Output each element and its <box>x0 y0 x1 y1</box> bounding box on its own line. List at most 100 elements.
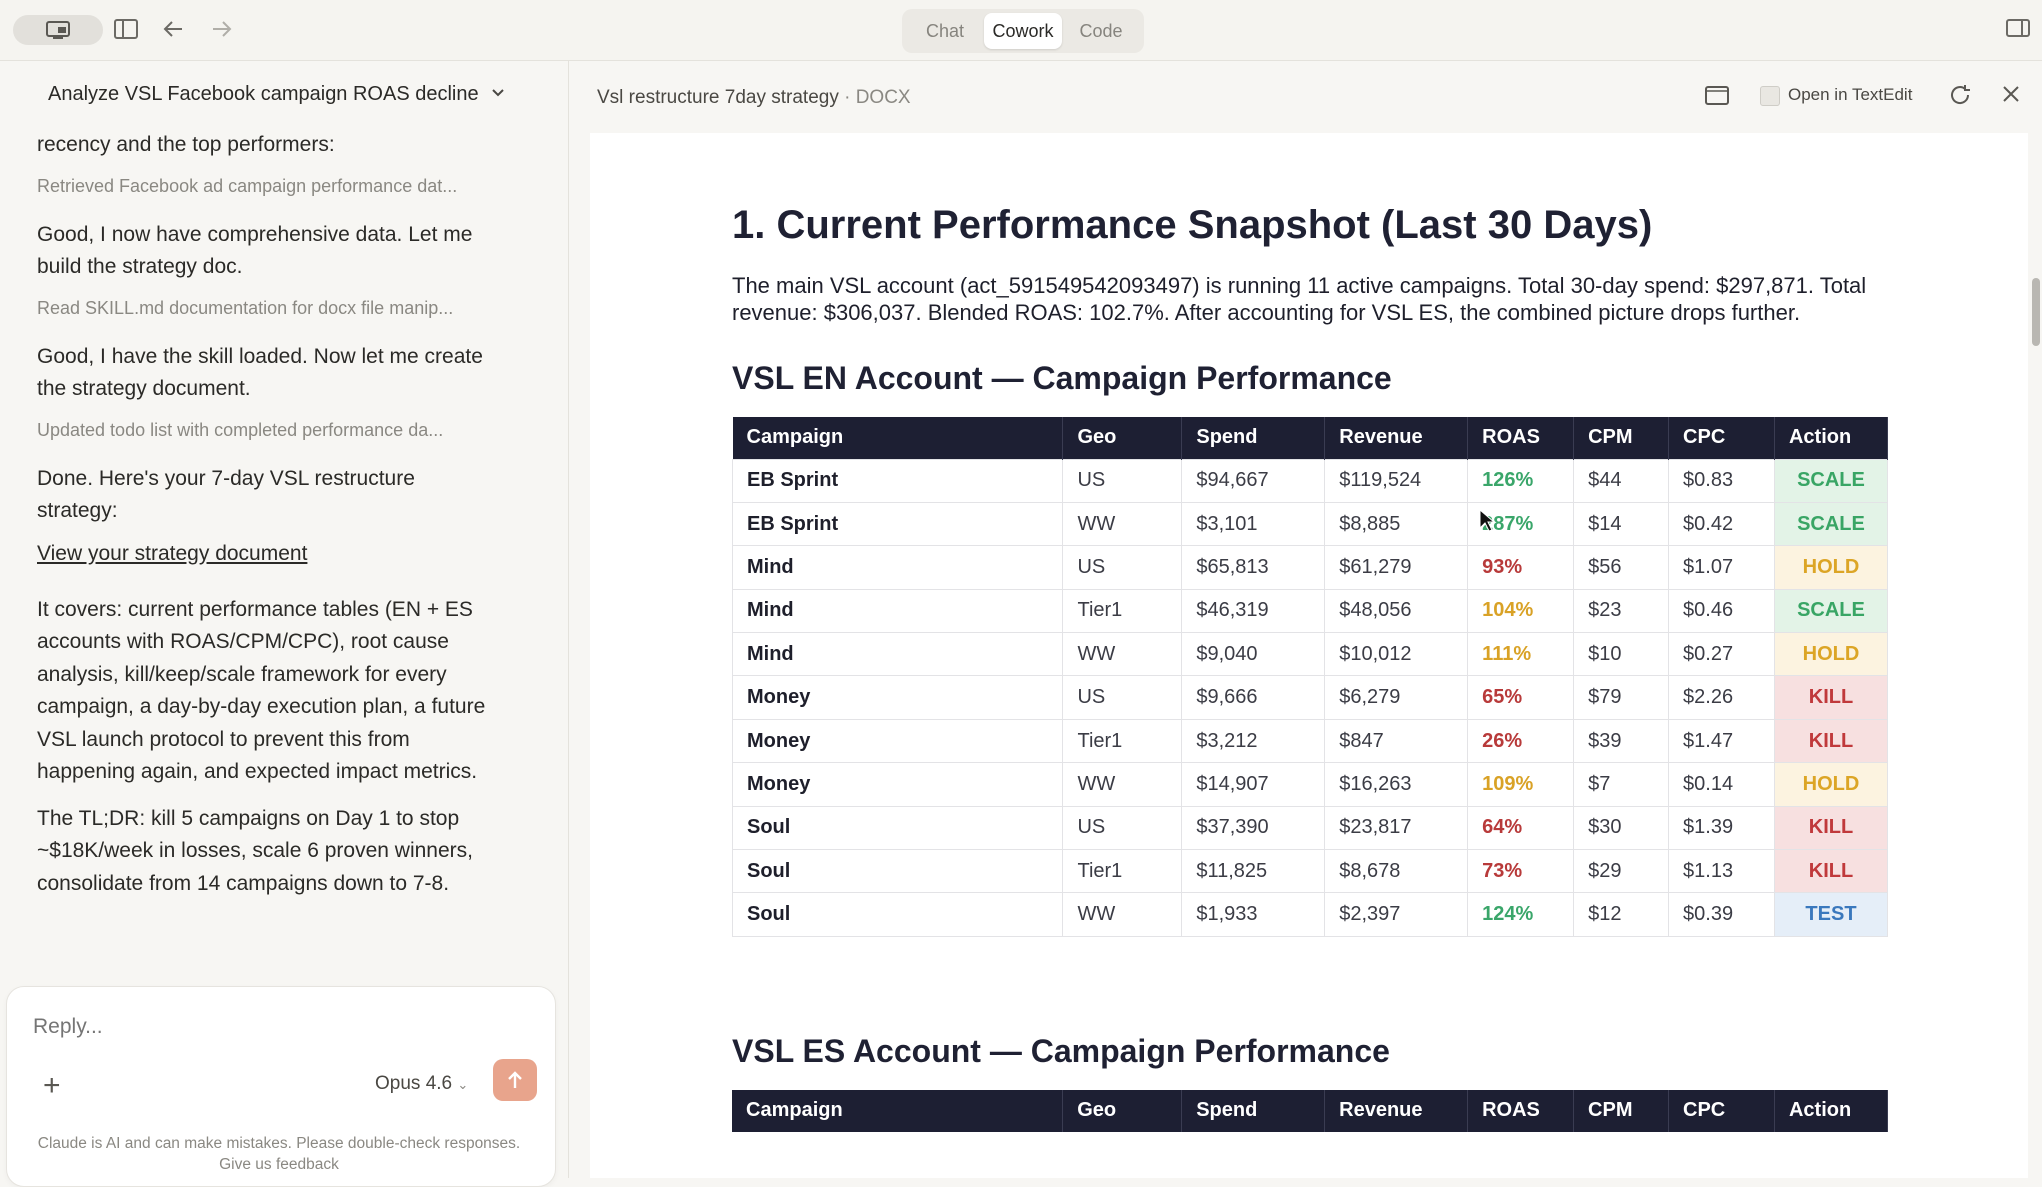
cell-cpm: $30 <box>1573 805 1670 851</box>
cell-geo: WW <box>1062 892 1183 937</box>
cell-revenue: $23,817 <box>1324 805 1469 851</box>
forward-arrow-icon[interactable] <box>209 18 235 44</box>
cell-cpm: $44 <box>1573 458 1670 503</box>
cell-roas: 64% <box>1467 805 1575 851</box>
col-header: Spend <box>1181 417 1326 459</box>
cell-campaign: Mind <box>731 588 1064 634</box>
cell-geo: US <box>1062 545 1183 590</box>
assistant-message: Good, I now have comprehensive data. Let… <box>37 222 473 279</box>
cell-spend: $3,212 <box>1181 718 1326 764</box>
cell-cpc: $1.47 <box>1668 718 1775 764</box>
table-header-row: Campaign Geo Spend Revenue ROAS CPM CPC … <box>732 417 1889 459</box>
col-header: CPC <box>1668 417 1775 459</box>
cell-geo: US <box>1062 458 1183 503</box>
table-row: Mind Tier1 $46,319 $48,056 104% $23 $0.46 SCALE <box>731 588 1889 634</box>
cell-action: SCALE <box>1773 588 1889 634</box>
cell-roas: 26% <box>1467 718 1575 764</box>
cell-roas: 124% <box>1467 892 1575 937</box>
chevron-down-icon[interactable] <box>490 85 506 101</box>
document-viewer[interactable]: 1. Current Performance Snapshot (Last 30… <box>590 133 2028 1178</box>
refresh-icon[interactable] <box>1947 82 1973 113</box>
cell-campaign: Money <box>731 718 1064 764</box>
cell-geo: Tier1 <box>1062 588 1183 634</box>
col-header: Campaign <box>732 1089 1064 1132</box>
tool-call-label: Updated todo list with completed perform… <box>37 419 444 440</box>
cell-geo: WW <box>1062 501 1183 547</box>
cell-action: HOLD <box>1773 632 1889 677</box>
panel-right-icon[interactable] <box>2006 18 2032 44</box>
col-header: CPM <box>1573 417 1670 459</box>
cell-cpm: $23 <box>1573 588 1670 634</box>
cell-revenue: $61,279 <box>1324 545 1469 590</box>
es-campaign-table: Campaign Geo Spend Revenue ROAS CPM CPC … <box>732 1089 1889 1132</box>
cell-campaign: Soul <box>731 805 1064 851</box>
conversation-title[interactable]: Analyze VSL Facebook campaign ROAS decli… <box>48 83 479 105</box>
col-header: ROAS <box>1467 417 1575 459</box>
plus-icon[interactable]: + <box>43 1069 61 1102</box>
cell-action: KILL <box>1773 675 1889 720</box>
cell-revenue: $48,056 <box>1324 588 1469 634</box>
en-campaign-table: Campaign Geo Spend Revenue ROAS CPM CPC … <box>731 417 1889 937</box>
cell-spend: $1,933 <box>1181 892 1326 937</box>
cell-revenue: $10,012 <box>1324 632 1469 677</box>
cell-campaign: Money <box>731 675 1064 720</box>
intro-paragraph: The main VSL account (act_59154954209349… <box>732 273 1867 325</box>
cell-cpc: $1.07 <box>1668 545 1775 590</box>
model-name: Opus 4.6 <box>375 1073 453 1094</box>
cell-action: TEST <box>1773 892 1889 937</box>
cell-action: HOLD <box>1773 545 1889 590</box>
cell-cpc: $0.27 <box>1668 632 1775 677</box>
col-header: Revenue <box>1324 417 1469 459</box>
table-row: Soul US $37,390 $23,817 64% $30 $1.39 KILL <box>731 805 1889 851</box>
tool-call-summary[interactable]: Read SKILL.md documentation for docx fil… <box>37 298 497 319</box>
strategy-document-link[interactable]: View your strategy document <box>37 541 308 565</box>
col-header: ROAS <box>1467 1089 1575 1132</box>
cell-geo: Tier1 <box>1062 849 1183 894</box>
document-scrollbar[interactable] <box>2032 278 2040 346</box>
send-button[interactable] <box>493 1059 537 1101</box>
back-arrow-icon[interactable] <box>162 18 188 44</box>
reply-composer: + Opus 4.6 ⌄ <box>6 986 556 1187</box>
tool-call-summary[interactable]: Updated todo list with completed perform… <box>37 420 497 441</box>
cell-cpm: $14 <box>1573 501 1670 547</box>
cell-spend: $37,390 <box>1181 805 1326 851</box>
model-selector[interactable]: Opus 4.6 ⌄ <box>375 1073 468 1095</box>
tool-call-label: Read SKILL.md documentation for docx fil… <box>37 297 454 318</box>
cell-roas: 73% <box>1467 849 1575 894</box>
cell-roas: 104% <box>1467 588 1575 634</box>
disclaimer-text: Claude is AI and can make mistakes. Plea… <box>37 1135 521 1152</box>
document-content: 1. Current Performance Snapshot (Last 30… <box>731 203 1892 1132</box>
table-header-row: Campaign Geo Spend Revenue ROAS CPM CPC … <box>732 1089 1889 1132</box>
col-header: Spend <box>1181 1089 1326 1132</box>
cell-cpc: $1.13 <box>1668 849 1775 894</box>
sidebar-toggle-icon[interactable] <box>113 18 139 44</box>
table-heading-es: VSL ES Account — Campaign Performance <box>732 1032 1390 1069</box>
cell-campaign: EB Sprint <box>731 501 1064 547</box>
col-header: Geo <box>1062 417 1183 459</box>
cell-campaign: Soul <box>731 892 1064 937</box>
cell-cpm: $7 <box>1573 762 1670 807</box>
cell-cpc: $0.39 <box>1668 892 1775 937</box>
tool-call-summary[interactable]: Retrieved Facebook ad campaign performan… <box>37 176 497 197</box>
col-header: Campaign <box>732 417 1064 459</box>
open-in-textedit-button[interactable]: Open in TextEdit <box>1760 85 1912 106</box>
cell-campaign: Mind <box>731 545 1064 590</box>
tab-chat[interactable]: Chat <box>925 20 965 41</box>
cell-spend: $9,666 <box>1181 675 1326 720</box>
preview-icon[interactable] <box>1704 83 1730 112</box>
document-type: · DOCX <box>844 87 911 108</box>
close-icon[interactable] <box>2000 83 2022 110</box>
reply-input[interactable] <box>33 1015 513 1039</box>
cell-revenue: $8,885 <box>1324 501 1469 547</box>
tab-code[interactable]: Code <box>1079 20 1123 41</box>
cell-revenue: $6,279 <box>1324 675 1469 720</box>
table-row: Soul Tier1 $11,825 $8,678 73% $29 $1.13 KILL <box>731 849 1889 894</box>
tab-cowork[interactable]: Cowork <box>984 13 1062 49</box>
cell-cpc: $0.42 <box>1668 501 1775 547</box>
cell-revenue: $847 <box>1324 718 1469 764</box>
assistant-message: Done. Here's your 7-day VSL restructure … <box>37 466 415 523</box>
workspace-toggle[interactable] <box>13 15 103 45</box>
cell-action: KILL <box>1773 805 1889 851</box>
col-header: CPC <box>1668 1089 1775 1132</box>
feedback-link[interactable]: Give us feedback <box>219 1156 339 1173</box>
